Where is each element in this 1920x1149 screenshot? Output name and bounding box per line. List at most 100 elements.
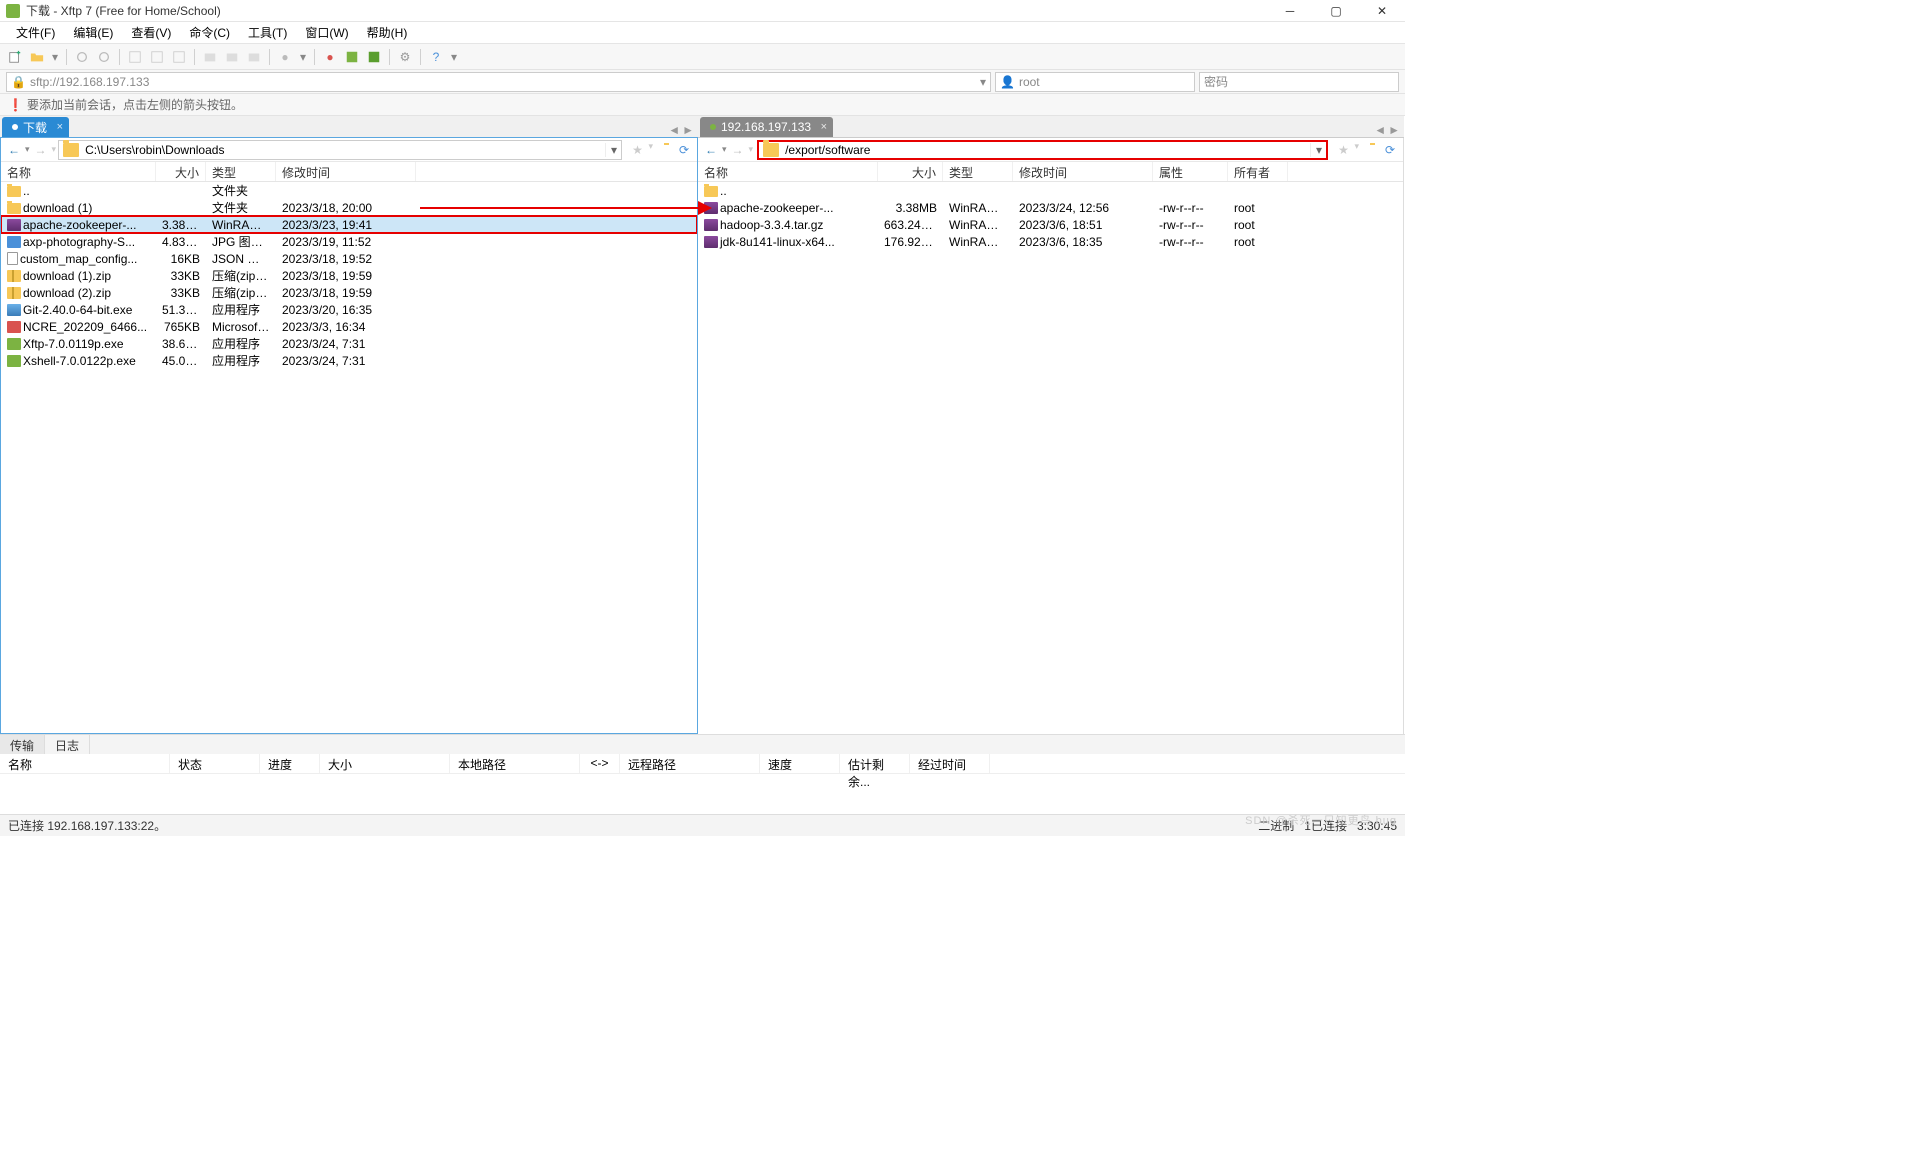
forward-button[interactable]: →	[729, 141, 747, 159]
newfolder-icon[interactable]	[655, 141, 673, 159]
th-speed[interactable]: 速度	[760, 754, 840, 773]
col-name[interactable]: 名称	[1, 162, 156, 181]
user-input[interactable]: 👤 root	[995, 72, 1195, 92]
favorite-icon[interactable]: ★	[628, 141, 646, 159]
tab-prev-icon[interactable]: ◄	[668, 123, 680, 137]
table-row[interactable]: ..文件夹	[1, 182, 697, 199]
close-button[interactable]: ✕	[1359, 0, 1405, 22]
dropdown-icon[interactable]: ▾	[50, 48, 60, 66]
disconnect-icon[interactable]	[95, 48, 113, 66]
refresh-icon[interactable]: ⟳	[675, 141, 693, 159]
menu-help[interactable]: 帮助(H)	[359, 22, 416, 43]
menu-edit[interactable]: 编辑(E)	[65, 22, 121, 43]
tab-label: 192.168.197.133	[721, 120, 811, 134]
menu-tools[interactable]: 工具(T)	[240, 22, 295, 43]
dropdown-icon-2[interactable]: ▾	[298, 48, 308, 66]
table-row[interactable]: hadoop-3.3.4.tar.gz663.24MBWinRAR ...202…	[698, 216, 1403, 233]
table-row[interactable]: download (2).zip33KB压缩(zipp...2023/3/18,…	[1, 284, 697, 301]
th-remote[interactable]: 远程路径	[620, 754, 760, 773]
tab-close-icon[interactable]: ×	[821, 121, 827, 133]
maximize-button[interactable]: ▢	[1313, 0, 1359, 22]
record-icon[interactable]: ●	[276, 48, 294, 66]
green-box-icon[interactable]	[343, 48, 361, 66]
col-size[interactable]: 大小	[156, 162, 206, 181]
th-name[interactable]: 名称	[0, 754, 170, 773]
gear-icon[interactable]: ⚙	[396, 48, 414, 66]
tab-close-icon[interactable]: ×	[57, 121, 63, 133]
tb-icon-5[interactable]	[223, 48, 241, 66]
password-input[interactable]: 密码	[1199, 72, 1399, 92]
th-elapsed[interactable]: 经过时间	[910, 754, 990, 773]
col-mod[interactable]: 修改时间	[1013, 162, 1153, 181]
red-ball-icon[interactable]: ●	[321, 48, 339, 66]
refresh-icon[interactable]: ⟳	[1381, 141, 1399, 159]
tb-icon-1[interactable]	[126, 48, 144, 66]
col-size[interactable]: 大小	[878, 162, 943, 181]
left-path-input[interactable]: ▾	[58, 140, 622, 160]
table-row[interactable]: jdk-8u141-linux-x64...176.92MBWinRAR ...…	[698, 233, 1403, 250]
tab-transfer[interactable]: 传输	[0, 735, 45, 754]
back-button[interactable]: ←	[702, 141, 720, 159]
new-icon[interactable]	[6, 48, 24, 66]
menu-window[interactable]: 窗口(W)	[297, 22, 356, 43]
tab-prev-icon[interactable]: ◄	[1374, 123, 1386, 137]
minimize-button[interactable]: ─	[1267, 0, 1313, 22]
tb-icon-4[interactable]	[201, 48, 219, 66]
th-dir[interactable]: <->	[580, 754, 620, 773]
table-row[interactable]: apache-zookeeper-...3.38MBWinRAR ...2023…	[698, 199, 1403, 216]
col-name[interactable]: 名称	[698, 162, 878, 181]
table-row[interactable]: apache-zookeeper-...3.38MBWinRAR ...2023…	[1, 216, 697, 233]
url-input[interactable]: 🔒 sftp://192.168.197.133 ▾	[6, 72, 991, 92]
back-button[interactable]: ←	[5, 141, 23, 159]
url-dropdown-icon[interactable]: ▾	[980, 75, 986, 89]
right-path-input[interactable]: ▾	[757, 140, 1328, 160]
favorite-icon[interactable]: ★	[1334, 141, 1352, 159]
path-field[interactable]	[83, 143, 605, 157]
col-attr[interactable]: 属性	[1153, 162, 1228, 181]
th-status[interactable]: 状态	[170, 754, 260, 773]
tab-remote[interactable]: 192.168.197.133 ×	[700, 117, 833, 137]
tb-icon-2[interactable]	[148, 48, 166, 66]
reconnect-icon[interactable]	[73, 48, 91, 66]
status-bar: 已连接 192.168.197.133:22。 二进制 1已连接 3:30:45	[0, 814, 1405, 836]
table-row[interactable]: custom_map_config...16KBJSON 文件2023/3/18…	[1, 250, 697, 267]
col-type[interactable]: 类型	[943, 162, 1013, 181]
table-row[interactable]: NCRE_202209_6466...765KBMicrosoft...2023…	[1, 318, 697, 335]
table-row[interactable]: Git-2.40.0-64-bit.exe51.30MB应用程序2023/3/2…	[1, 301, 697, 318]
forward-button[interactable]: →	[32, 141, 50, 159]
status-text: 已连接 192.168.197.133:22。	[8, 817, 166, 834]
path-dropdown-icon[interactable]: ▾	[605, 143, 621, 157]
table-row[interactable]: ..	[698, 182, 1403, 199]
tab-next-icon[interactable]: ►	[1388, 123, 1400, 137]
menu-view[interactable]: 查看(V)	[123, 22, 179, 43]
th-progress[interactable]: 进度	[260, 754, 320, 773]
table-row[interactable]: download (1).zip33KB压缩(zipp...2023/3/18,…	[1, 267, 697, 284]
newfolder-icon[interactable]	[1361, 141, 1379, 159]
col-type[interactable]: 类型	[206, 162, 276, 181]
file-icon	[7, 236, 21, 248]
tab-log[interactable]: 日志	[45, 735, 90, 754]
col-own[interactable]: 所有者	[1228, 162, 1288, 181]
help-icon[interactable]: ?	[427, 48, 445, 66]
table-row[interactable]: Xftp-7.0.0119p.exe38.60MB应用程序2023/3/24, …	[1, 335, 697, 352]
open-icon[interactable]	[28, 48, 46, 66]
right-file-list[interactable]: ..apache-zookeeper-...3.38MBWinRAR ...20…	[698, 182, 1403, 734]
table-row[interactable]: axp-photography-S...4.83MBJPG 图片...2023/…	[1, 233, 697, 250]
path-field[interactable]	[783, 143, 1310, 157]
menu-cmd[interactable]: 命令(C)	[181, 22, 238, 43]
tab-downloads[interactable]: 下载 ×	[2, 117, 69, 137]
left-file-list[interactable]: ..文件夹download (1)文件夹2023/3/18, 20:00apac…	[1, 182, 697, 733]
tb-icon-6[interactable]	[245, 48, 263, 66]
tb-icon-3[interactable]	[170, 48, 188, 66]
th-local[interactable]: 本地路径	[450, 754, 580, 773]
tab-next-icon[interactable]: ►	[682, 123, 694, 137]
th-remain[interactable]: 估计剩余...	[840, 754, 910, 773]
col-mod[interactable]: 修改时间	[276, 162, 416, 181]
path-dropdown-icon[interactable]: ▾	[1310, 143, 1326, 157]
th-size[interactable]: 大小	[320, 754, 450, 773]
table-row[interactable]: Xshell-7.0.0122p.exe45.01MB应用程序2023/3/24…	[1, 352, 697, 369]
green-box-icon-2[interactable]	[365, 48, 383, 66]
app-icon	[6, 4, 20, 18]
menu-file[interactable]: 文件(F)	[8, 22, 63, 43]
dropdown-icon-3[interactable]: ▾	[449, 48, 459, 66]
